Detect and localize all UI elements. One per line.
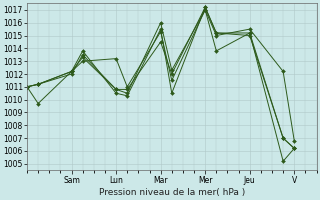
- X-axis label: Pression niveau de la mer( hPa ): Pression niveau de la mer( hPa ): [99, 188, 245, 197]
